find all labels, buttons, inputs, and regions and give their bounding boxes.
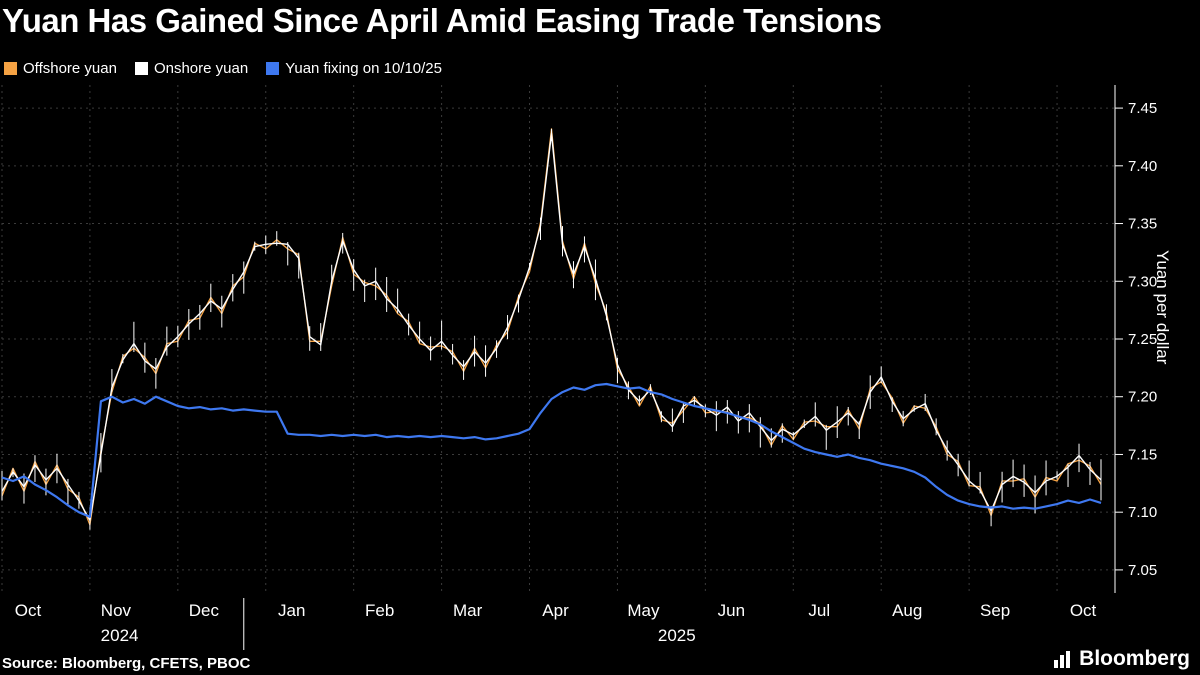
- year-label: 2025: [658, 626, 696, 645]
- y-tick-label: 7.45: [1128, 100, 1157, 117]
- y-tick-label: 7.35: [1128, 216, 1157, 233]
- y-tick-label: 7.40: [1128, 158, 1157, 175]
- month-label: Jul: [808, 601, 830, 620]
- month-label: May: [627, 601, 660, 620]
- legend-item-onshore: Onshore yuan: [134, 60, 249, 77]
- month-label: Feb: [365, 601, 394, 620]
- series-onshore-yuan-bars: [1, 128, 1102, 530]
- month-label: Mar: [453, 601, 483, 620]
- month-label: Sep: [980, 601, 1010, 620]
- month-label: Jan: [278, 601, 305, 620]
- month-label: Oct: [15, 601, 42, 620]
- chart-title: Yuan Has Gained Since April Amid Easing …: [2, 2, 882, 39]
- legend-label-fixing: Yuan fixing on 10/10/25: [285, 60, 442, 77]
- legend-label-onshore: Onshore yuan: [153, 60, 249, 77]
- bloomberg-logo-text: Bloomberg: [1079, 647, 1190, 670]
- bloomberg-logo: Bloomberg: [1053, 647, 1190, 671]
- bloomberg-logo-icon: [1054, 650, 1071, 668]
- y-tick-label: 7.25: [1128, 331, 1157, 348]
- series-yuan-fixing-line: [1, 382, 1102, 518]
- legend-label-offshore: Offshore yuan: [23, 60, 117, 77]
- month-label: Aug: [892, 601, 922, 620]
- source-text: Source: Bloomberg, CFETS, PBOC: [2, 655, 251, 672]
- legend-swatch-fixing-icon: [266, 62, 280, 75]
- y-tick-label: 7.30: [1128, 273, 1157, 290]
- series-onshore-yuan-line: [1, 132, 1102, 521]
- month-label: Jun: [718, 601, 745, 620]
- legend: Offshore yuan Onshore yuan Yuan fixing o…: [4, 60, 442, 77]
- month-label: Apr: [542, 601, 569, 620]
- legend-swatch-offshore-icon: [4, 62, 17, 75]
- month-label: Oct: [1070, 601, 1097, 620]
- y-axis-title: Yuan per dollar: [1153, 250, 1172, 365]
- month-label: Dec: [189, 601, 220, 620]
- y-tick-label: 7.15: [1128, 446, 1157, 463]
- legend-swatch-onshore-icon: [134, 62, 148, 75]
- y-tick-label: 7.05: [1128, 562, 1157, 579]
- legend-item-offshore: Offshore yuan: [4, 60, 117, 77]
- year-label: 2024: [101, 626, 139, 645]
- y-tick-label: 7.10: [1128, 504, 1157, 521]
- y-tick-label: 7.20: [1128, 389, 1157, 406]
- month-label: Nov: [101, 601, 132, 620]
- legend-item-fixing: Yuan fixing on 10/10/25: [266, 60, 442, 77]
